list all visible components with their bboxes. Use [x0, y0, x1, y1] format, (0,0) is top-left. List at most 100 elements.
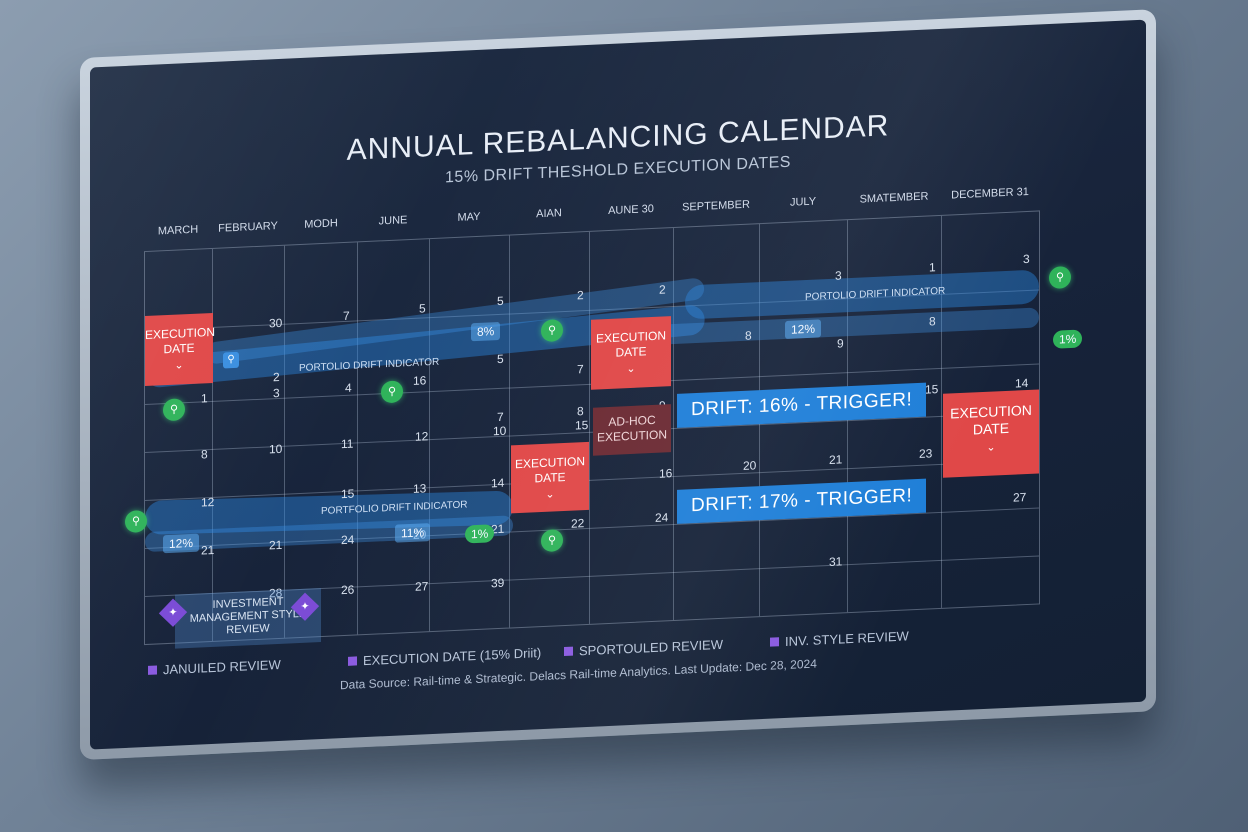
search-icon[interactable]: ⚲ — [163, 398, 185, 422]
execution-date-block[interactable]: EXECUTION DATE ⌄ — [591, 316, 671, 390]
day-number: 30 — [269, 315, 283, 331]
day-number: 24 — [341, 532, 355, 548]
day-number: 23 — [919, 446, 933, 461]
legend-swatch — [564, 646, 573, 657]
search-icon[interactable]: ⚲ — [381, 380, 403, 404]
month-label: JULY — [789, 195, 817, 209]
monitor-frame: ANNUAL REBALANCING CALENDAR 15% DRIFT TH… — [80, 9, 1156, 761]
day-number: 22 — [571, 516, 585, 531]
search-icon[interactable]: ⚲ — [223, 351, 239, 369]
day-number: 11 — [341, 436, 354, 452]
legend-swatch — [348, 656, 357, 666]
day-number: 21 — [201, 542, 215, 558]
grid-line — [357, 242, 358, 635]
legend-item: SPORTOULED REVIEW — [564, 637, 723, 659]
day-number: 5 — [497, 351, 504, 367]
day-number: 14 — [1015, 375, 1029, 391]
drift-trigger-banner[interactable]: DRIFT: 16% - TRIGGER! — [677, 382, 927, 428]
day-number: 26 — [341, 582, 355, 598]
legend-item: JANUILED REVIEW — [148, 657, 281, 678]
month-label: AIAN — [536, 207, 562, 221]
month-label: MODH — [304, 217, 338, 231]
execution-date-label: EXECUTION DATE — [514, 454, 585, 486]
month-label: AUNE 30 — [608, 202, 654, 218]
day-number: 1 — [929, 260, 936, 275]
drift-trigger-banner[interactable]: DRIFT: 17% - TRIGGER! — [677, 478, 927, 524]
month-label: MARCH — [157, 223, 199, 238]
drift-percent-badge: 8% — [471, 321, 501, 342]
search-icon[interactable]: ⚲ — [125, 509, 147, 533]
day-number: 10 — [269, 441, 283, 457]
legend-label: SPORTOULED REVIEW — [579, 636, 723, 659]
day-number: 5 — [497, 293, 504, 309]
legend-label: JANUILED REVIEW — [163, 656, 281, 678]
day-number: 39 — [491, 575, 505, 591]
grid-line — [509, 235, 510, 628]
execution-date-block[interactable]: EXECUTION DATE ⌄ — [943, 389, 1039, 478]
execution-date-label: EXECUTION DATE — [595, 328, 666, 360]
adhoc-execution-block[interactable]: AD-HOC EXECUTION — [593, 404, 671, 456]
day-number: 31 — [829, 554, 843, 569]
day-number: 15 — [575, 417, 589, 433]
day-number: 3 — [835, 268, 842, 283]
day-number: 5 — [419, 301, 426, 316]
day-number: 12 — [201, 494, 215, 510]
chevron-down-icon: ⌄ — [626, 362, 636, 376]
execution-date-block[interactable]: EXECUTION DATE ⌄ — [511, 441, 589, 514]
search-icon[interactable]: ⚲ — [541, 529, 563, 553]
drift-percent-badge: 11% — [395, 523, 431, 543]
legend-item: EXECUTION DATE (15% Driit) — [348, 645, 541, 669]
day-number: 8 — [201, 447, 208, 462]
month-label: JUNE — [378, 214, 408, 228]
day-number: 12 — [415, 429, 429, 444]
grid-line — [284, 245, 285, 638]
day-number: 3 — [1023, 251, 1030, 267]
day-number: 20 — [743, 458, 757, 473]
day-number: 2 — [273, 369, 280, 385]
execution-date-label: EXECUTION DATE — [145, 324, 216, 357]
day-number: 16 — [659, 466, 673, 481]
day-number: 2 — [659, 282, 666, 297]
day-number: 27 — [1013, 490, 1027, 505]
day-number: 8 — [577, 404, 584, 419]
drift-percent-badge: 12% — [163, 533, 200, 554]
legend-item: INV. STYLE REVIEW — [770, 628, 909, 649]
day-number: 8 — [745, 328, 752, 343]
legend-swatch — [148, 665, 157, 675]
month-label: MAY — [457, 210, 481, 224]
chevron-down-icon: ⌄ — [174, 359, 184, 372]
grid-line — [212, 248, 213, 642]
day-number: 4 — [345, 380, 352, 395]
day-number: 13 — [413, 481, 427, 496]
day-number: 8 — [929, 314, 936, 329]
grid-line — [589, 231, 590, 624]
chevron-down-icon: ⌄ — [545, 488, 555, 501]
day-number: 1 — [201, 391, 208, 406]
day-number: 27 — [415, 579, 429, 594]
legend-label: EXECUTION DATE (15% Driit) — [363, 645, 542, 669]
day-number: 15 — [341, 486, 355, 502]
calendar-screen: ANNUAL REBALANCING CALENDAR 15% DRIFT TH… — [90, 19, 1146, 750]
grid-line — [429, 239, 430, 632]
execution-date-block[interactable]: EXECUTION DATE ⌄ — [145, 312, 216, 387]
legend-label: INV. STYLE REVIEW — [785, 628, 909, 649]
day-number: 7 — [343, 308, 350, 324]
search-icon[interactable]: ⚲ — [1049, 265, 1071, 289]
day-number: 14 — [491, 475, 505, 491]
day-number: 7 — [577, 362, 584, 377]
day-number: 10 — [493, 423, 507, 439]
day-number: 16 — [413, 373, 427, 388]
day-number: 21 — [829, 452, 843, 467]
drift-percent-badge: 1% — [465, 524, 495, 544]
month-label: SMATEMBER — [859, 190, 929, 206]
execution-date-label: EXECUTION DATE — [950, 401, 1032, 438]
drift-percent-badge: 1% — [1053, 329, 1083, 349]
day-number: 15 — [925, 382, 939, 397]
month-label: DECEMBER 31 — [951, 185, 1029, 202]
month-label: FEBRUARY — [218, 220, 278, 235]
day-number: 9 — [837, 336, 844, 351]
month-label: SEPTEMBER — [682, 198, 750, 214]
calendar-grid: MARCH FEBRUARY MODH JUNE MAY AIAN AUNE 3… — [125, 186, 1083, 649]
legend-swatch — [770, 637, 779, 647]
chevron-down-icon: ⌄ — [986, 441, 996, 454]
